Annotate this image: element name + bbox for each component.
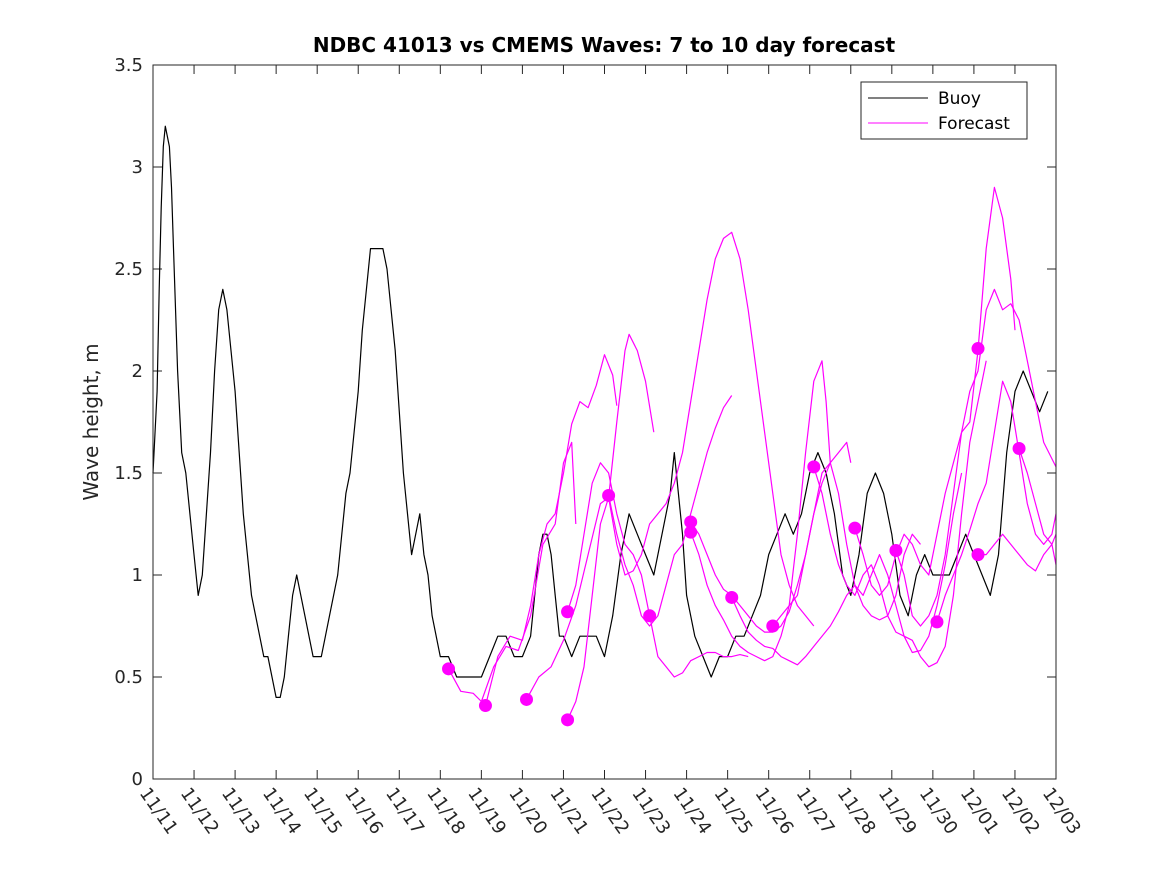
y-tick-label: 3.5 [114, 55, 143, 76]
legend-forecast-label: Forecast [938, 114, 1010, 134]
forecast-start-marker [971, 342, 985, 356]
y-tick-label: 1 [132, 565, 143, 586]
y-tick-labels: 0 0.5 1 1.5 2 2.5 3 3.5 [114, 55, 143, 790]
forecast-series-line [525, 333, 655, 700]
forecast-markers [442, 342, 1026, 727]
y-tick-label: 1.5 [114, 463, 143, 484]
chart-title: NDBC 41013 vs CMEMS Waves: 7 to 10 day f… [313, 33, 896, 57]
forecast-start-marker [684, 525, 698, 539]
buoy-series-line [152, 125, 1049, 699]
forecast-series-line [690, 360, 831, 662]
forecast-start-marker [520, 692, 534, 706]
legend-box [860, 81, 1028, 140]
forecast-series-line [447, 441, 577, 703]
legend: Buoy Forecast [860, 81, 1028, 140]
forecast-series-line [854, 186, 1016, 597]
forecast-start-marker [848, 521, 862, 535]
forecast-series-line [484, 354, 618, 706]
forecast-series-line [1018, 448, 1057, 546]
y-axis-label: Wave height, m [79, 343, 103, 500]
forecast-start-marker [889, 544, 903, 558]
y-tick-label: 0 [132, 769, 143, 790]
forecast-series-line [936, 380, 1057, 623]
forecast-start-marker [561, 605, 575, 619]
forecast-series-line [772, 462, 963, 654]
plot-area [153, 65, 1056, 779]
y-tick-label: 0.5 [114, 667, 143, 688]
forecast-start-marker [766, 619, 780, 633]
forecast-start-marker [442, 662, 456, 676]
forecast-start-marker [561, 713, 575, 727]
forecast-start-marker [971, 548, 985, 562]
y-tick-label: 2.5 [114, 259, 143, 280]
y-tick-label: 2 [132, 361, 143, 382]
forecast-series-line [731, 533, 921, 666]
forecast-start-marker [930, 615, 944, 629]
y-tick-label: 3 [132, 157, 143, 178]
forecast-start-marker [478, 699, 492, 713]
forecast-start-marker [643, 609, 657, 623]
forecast-series-line [813, 360, 987, 668]
forecast-start-marker [684, 515, 698, 529]
forecast-start-marker [725, 590, 739, 604]
forecast-start-marker [807, 460, 821, 474]
forecast-series-line [608, 395, 733, 627]
forecast-series-line [567, 462, 749, 678]
forecast-series-line [895, 288, 1057, 627]
forecast-series-line [978, 533, 1057, 572]
plot-frame [152, 64, 1057, 780]
axis-ticks [152, 64, 1057, 780]
forecast-start-marker [602, 488, 616, 502]
legend-buoy-label: Buoy [938, 89, 981, 109]
forecast-start-marker [1012, 442, 1026, 456]
